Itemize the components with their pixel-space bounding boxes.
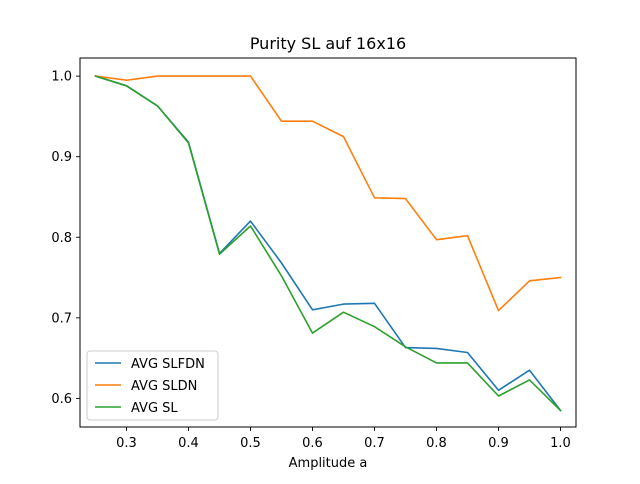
y-tick-label: 0.6 (51, 392, 72, 407)
legend-label-sl: AVG SL (131, 401, 178, 416)
y-tick-label: 0.9 (51, 150, 72, 165)
y-tick-label: 0.8 (51, 231, 72, 246)
x-tick-label: 1.0 (550, 436, 571, 451)
y-tick-label: 0.7 (51, 311, 72, 326)
x-tick-label: 0.4 (178, 436, 199, 451)
x-axis: 0.3 0.4 0.5 0.6 0.7 0.8 0.9 1.0 (116, 427, 571, 451)
series-line-avg-sl (94, 75, 562, 412)
x-tick-label: 0.9 (488, 436, 509, 451)
plot-frame (79, 57, 577, 428)
chart-title: Purity SL auf 16x16 (250, 34, 406, 53)
x-tick-label: 0.6 (302, 436, 323, 451)
series-line-avg-sldn (94, 75, 562, 312)
legend: AVG SLFDN AVG SLDN AVG SL (86, 350, 219, 421)
x-tick-label: 0.3 (116, 436, 137, 451)
y-axis: 0.6 0.7 0.8 0.9 1.0 (51, 70, 80, 407)
series-layer (94, 75, 562, 412)
x-axis-label: Amplitude a (289, 456, 368, 471)
x-tick-label: 0.5 (240, 436, 261, 451)
legend-box (86, 350, 219, 421)
x-tick-label: 0.8 (426, 436, 447, 451)
x-tick-label: 0.7 (364, 436, 385, 451)
legend-label-sldn: AVG SLDN (131, 379, 197, 394)
y-tick-label: 1.0 (51, 70, 72, 85)
legend-label-slfdn: AVG SLFDN (131, 357, 205, 372)
